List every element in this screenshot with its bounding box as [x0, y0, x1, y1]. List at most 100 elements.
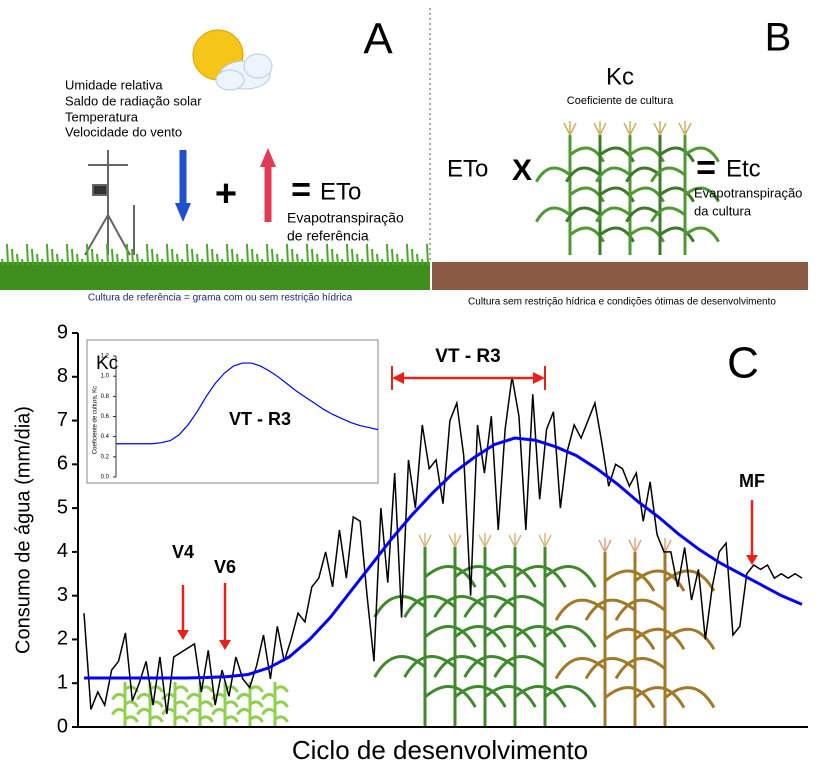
corn-leaf	[535, 206, 571, 223]
corn-leaf	[124, 715, 139, 723]
corn-leaf	[236, 707, 251, 716]
grass-blade	[161, 258, 164, 266]
corn-leaf	[604, 569, 656, 592]
grass-blade	[276, 253, 279, 266]
corn-tassel	[448, 533, 462, 548]
annotation-arrowhead	[177, 630, 189, 640]
grass-blade	[71, 248, 74, 266]
corn-leaf	[199, 715, 214, 723]
grass-blade	[246, 243, 249, 266]
grass-blade	[236, 253, 239, 266]
grass-blade	[201, 258, 204, 266]
grass-blade	[356, 253, 359, 266]
grass-blade	[41, 258, 44, 266]
corn-leaf	[664, 569, 716, 592]
result-label: Evapotranspiração	[287, 210, 404, 226]
result: Etc	[726, 155, 761, 182]
grass-blade	[91, 248, 94, 266]
eto: ETo	[447, 155, 488, 182]
annotation: V6	[214, 557, 236, 577]
corn-leaf	[274, 685, 289, 693]
corn-tassel	[593, 121, 607, 136]
grass-blade	[121, 258, 124, 266]
corn-leaf	[684, 186, 720, 203]
y-tick-label: 8	[57, 365, 68, 387]
grass-blade	[281, 258, 284, 266]
grass-blade	[56, 253, 59, 266]
corn-tassel	[508, 533, 522, 548]
grass-blade	[156, 253, 159, 266]
grass-blade	[261, 258, 264, 266]
chart: 0 1 2 3 4 5 6 7 8 9 Ciclo de desenvolvimento Consum…	[12, 321, 808, 765]
corn-leaf	[659, 226, 695, 243]
corn-leaf	[544, 565, 597, 588]
grass-blade	[386, 243, 389, 266]
annotation-arrowhead	[219, 640, 231, 650]
grass-blade	[21, 258, 24, 266]
corn-plants	[535, 121, 720, 255]
y-tick-label: 2	[57, 628, 68, 650]
corn-leaf	[211, 692, 226, 701]
plus: +	[215, 173, 237, 215]
corn-leaf	[565, 166, 601, 183]
grass-blade	[111, 248, 114, 266]
corn-leaf	[584, 598, 636, 621]
corn-leaf	[249, 685, 264, 693]
corn-leaf	[224, 700, 239, 708]
corn-leaf	[659, 186, 695, 203]
grass-blade	[1, 258, 4, 266]
corn-tassel	[678, 121, 692, 136]
corn-leaf	[604, 686, 656, 709]
corn-leaf	[161, 707, 176, 716]
grass-blade	[191, 248, 194, 266]
corn-tassel	[628, 538, 642, 553]
corn-leaf	[174, 685, 189, 693]
inset-y-label: Coeficiente de cultura, Kc	[93, 386, 99, 454]
corn-leaf	[595, 206, 631, 223]
annotation-arrowhead	[392, 372, 404, 384]
corn-leaf	[249, 715, 264, 723]
y-tick-label: 0.2	[101, 454, 110, 460]
corn-leaf	[554, 657, 606, 680]
corn-leaf	[424, 685, 477, 708]
corn-leaf	[554, 598, 606, 621]
variable: Temperatura	[65, 109, 139, 124]
corn-leaf	[634, 686, 686, 709]
inset-annotation: VT - R3	[229, 409, 291, 429]
grass-blade	[351, 248, 354, 266]
corn-leaf	[403, 595, 456, 618]
x-axis-label: Ciclo de desenvolvimento	[292, 735, 588, 765]
grass-blade	[371, 248, 374, 266]
variable: Saldo de radiação solar	[65, 93, 202, 108]
grass-blade	[131, 248, 134, 266]
inset-title: Kc	[96, 353, 118, 374]
corn-leaf	[684, 146, 720, 163]
corn-leaf	[211, 707, 226, 716]
corn-leaf	[373, 655, 426, 678]
grass-blade	[396, 253, 399, 266]
variable: Velocidade do vento	[65, 124, 182, 139]
grass-blade	[376, 253, 379, 266]
result-label: de referência	[287, 228, 369, 244]
grass-blade	[421, 258, 424, 266]
equals: =	[696, 149, 716, 187]
corn-leaf	[614, 598, 666, 621]
corn-leaf	[484, 565, 537, 588]
grass-blade	[216, 253, 219, 266]
panel-letter: B	[765, 16, 792, 60]
corn-leaf	[111, 707, 126, 716]
annotation-arrowhead	[746, 555, 758, 565]
grass-blade	[391, 248, 394, 266]
grass-blade	[171, 248, 174, 266]
corn-leaf	[224, 715, 239, 723]
grass	[0, 262, 430, 290]
grass-blade	[271, 248, 274, 266]
corn-leaf	[236, 692, 251, 701]
corn-leaf	[544, 685, 597, 708]
grass-blade	[196, 253, 199, 266]
corn-leaf	[136, 707, 151, 716]
corn-tassel	[623, 121, 637, 136]
grass-blade	[286, 243, 289, 266]
corn-leaf	[463, 595, 516, 618]
